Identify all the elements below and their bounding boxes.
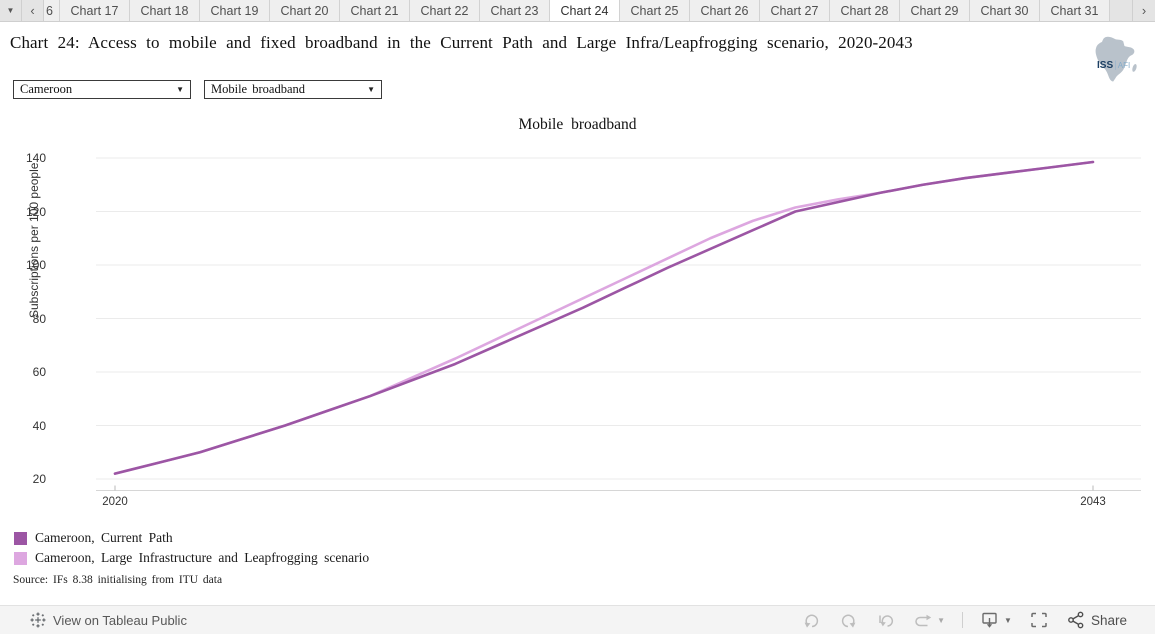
share-button[interactable]: Share xyxy=(1057,606,1137,634)
chart-title: Mobile broadband xyxy=(518,116,637,133)
tab-chart-16-partial[interactable]: 6 xyxy=(44,0,60,21)
x-tick-label-2043: 2043 xyxy=(1080,496,1106,508)
x-axis-ticks: 2020 2043 xyxy=(0,496,1155,512)
legend-label: Cameroon, Current Path xyxy=(35,530,173,545)
legend-item[interactable]: Cameroon, Current Path xyxy=(14,528,369,548)
tab-scroll-left-button[interactable]: ‹ xyxy=(22,0,44,21)
undo-icon xyxy=(804,614,819,628)
share-label: Share xyxy=(1090,612,1127,628)
source-note: Source: IFs 8.38 initialising from ITU d… xyxy=(13,574,223,586)
tab-strip: Chart 17 Chart 18 Chart 19 Chart 20 Chart 21… xyxy=(60,0,1110,21)
download-icon xyxy=(982,612,997,628)
indicator-filter-value: Mobile broadband xyxy=(211,82,305,96)
y-tick-label-40: 40 xyxy=(32,418,46,433)
y-tick-label-60: 60 xyxy=(32,365,46,379)
legend-swatch xyxy=(14,551,27,565)
undo-button[interactable] xyxy=(793,606,830,634)
tab-chart-18[interactable]: Chart 18 xyxy=(130,0,200,21)
share-icon xyxy=(1068,611,1084,629)
series-line-cameroon-large-infrastructure-and-leapfrogging-scenario[interactable] xyxy=(113,160,1095,475)
refresh-icon xyxy=(915,614,932,626)
tab-chart-23[interactable]: Chart 23 xyxy=(480,0,550,21)
tab-chart-30[interactable]: Chart 30 xyxy=(970,0,1040,21)
refresh-button[interactable]: ▼ xyxy=(904,606,954,634)
y-tick-label-120: 120 xyxy=(25,204,46,219)
legend-swatch xyxy=(14,531,27,545)
refresh-options-caret-icon[interactable]: ▼ xyxy=(937,615,946,625)
chevron-down-icon: ▼ xyxy=(367,85,375,94)
tab-chart-21[interactable]: Chart 21 xyxy=(340,0,410,21)
legend-label: Cameroon, Large Infrastructure and Leapf… xyxy=(35,550,370,565)
revert-button[interactable] xyxy=(867,606,904,634)
y-tick-label-140: 140 xyxy=(25,151,46,165)
x-tick-label-2020: 2020 xyxy=(102,496,128,508)
toolbar-divider xyxy=(962,612,964,628)
tab-chart-27[interactable]: Chart 27 xyxy=(760,0,830,21)
tab-chart-17[interactable]: Chart 17 xyxy=(60,0,130,21)
y-tick-label-20: 20 xyxy=(32,472,46,486)
iss-africa-logo: ISS|AFI xyxy=(1089,36,1141,82)
tab-chart-25[interactable]: Chart 25 xyxy=(620,0,690,21)
sheet-tab-bar: ▼ ‹ 6 Chart 17 Chart 18 Chart 19 Chart 20 Ch… xyxy=(0,0,1155,22)
tab-scroll-right-button[interactable]: › xyxy=(1132,0,1155,21)
y-axis-ticks: 20 40 60 80 100 120 140 xyxy=(0,145,50,491)
y-tick-label-100: 100 xyxy=(25,258,46,272)
view-on-tableau-public-link[interactable]: View on Tableau Public xyxy=(30,612,187,628)
logo-text: ISS|AFI xyxy=(1097,60,1131,71)
tab-chart-31[interactable]: Chart 31 xyxy=(1040,0,1110,21)
tableau-toolbar: View on Tableau Public xyxy=(0,605,1155,634)
tab-chart-26[interactable]: Chart 26 xyxy=(690,0,760,21)
tab-chart-22[interactable]: Chart 22 xyxy=(410,0,480,21)
tab-chart-29[interactable]: Chart 29 xyxy=(900,0,970,21)
page-title: Chart 24: Access to mobile and fixed bro… xyxy=(10,33,913,52)
chart-legend: Cameroon, Current Path Cameroon, Large In… xyxy=(14,528,369,568)
chevron-down-icon: ▼ xyxy=(176,85,184,94)
fullscreen-icon xyxy=(1031,612,1047,628)
revert-icon xyxy=(879,614,894,627)
country-filter-dropdown[interactable]: Cameroon ▼ xyxy=(13,80,191,99)
tableau-logo-icon xyxy=(30,612,46,628)
series-line-cameroon-current-path[interactable] xyxy=(113,160,1095,475)
download-options-caret-icon[interactable]: ▼ xyxy=(1004,615,1012,625)
y-tick-label-80: 80 xyxy=(32,311,46,326)
legend-item[interactable]: Cameroon, Large Infrastructure and Leapf… xyxy=(14,548,369,568)
indicator-filter-dropdown[interactable]: Mobile broadband ▼ xyxy=(204,80,382,99)
tab-list-dropdown-button[interactable]: ▼ xyxy=(0,0,22,21)
redo-button[interactable] xyxy=(830,606,867,634)
tab-chart-24[interactable]: Chart 24 xyxy=(550,0,620,21)
fullscreen-button[interactable] xyxy=(1021,606,1057,634)
view-on-tableau-public-label: View on Tableau Public xyxy=(53,612,187,628)
filter-row: Cameroon ▼ Mobile broadband ▼ xyxy=(13,80,382,99)
tab-chart-28[interactable]: Chart 28 xyxy=(830,0,900,21)
tab-chart-20[interactable]: Chart 20 xyxy=(270,0,340,21)
chart-plot-area[interactable] xyxy=(96,145,1141,491)
tab-chart-19[interactable]: Chart 19 xyxy=(200,0,270,21)
download-button[interactable]: ▼ xyxy=(971,606,1021,634)
country-filter-value: Cameroon xyxy=(20,82,73,96)
redo-icon xyxy=(842,614,856,628)
africa-silhouette-icon xyxy=(1095,36,1137,82)
